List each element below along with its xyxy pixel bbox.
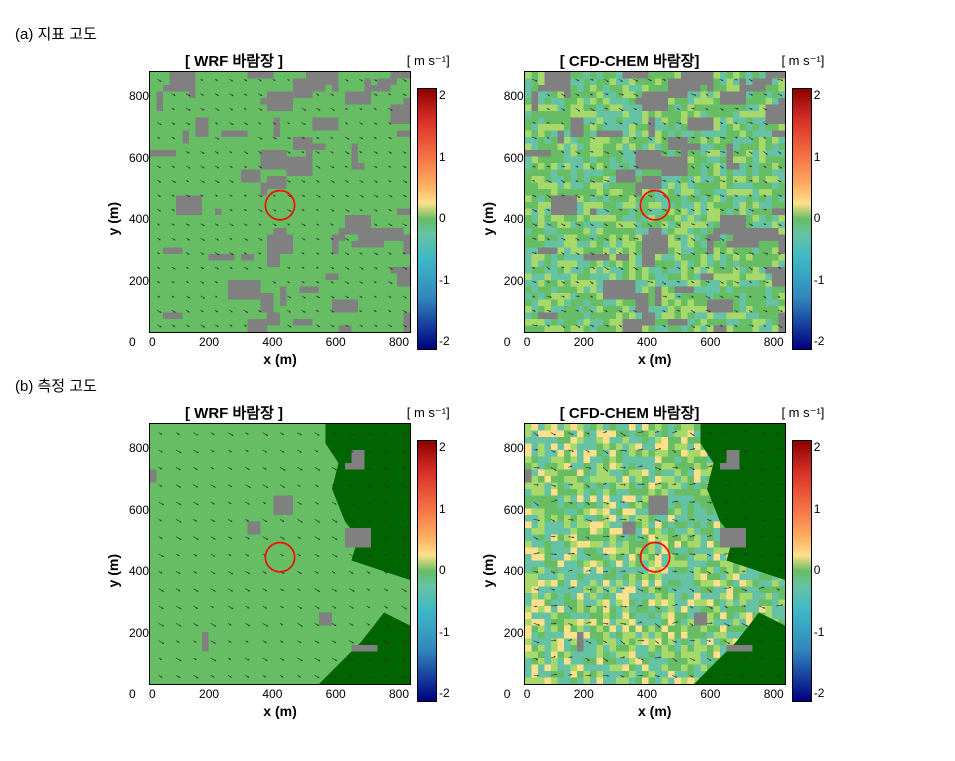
chart-b-wrf: [ WRF 바람장 ] [ m s⁻¹] y (m) 0200400600800…: [105, 402, 450, 719]
chart-a-wrf-title: [ WRF 바람장 ]: [185, 50, 283, 71]
chart-a-wrf-colorbar: 210-1-2: [417, 88, 450, 350]
chart-b-cfd-xlabel: x (m): [524, 703, 786, 719]
chart-b-cfd-unit: [ m s⁻¹]: [781, 405, 824, 421]
chart-b-wrf-colorbar: 210-1-2: [417, 440, 450, 702]
chart-b-wrf-unit: [ m s⁻¹]: [407, 405, 450, 421]
chart-b-wrf-plot: [149, 423, 411, 685]
chart-a-cfd-title: [ CFD-CHEM 바람장]: [560, 50, 700, 71]
chart-a-cfd-xticks: 0200400600800: [524, 335, 784, 349]
chart-a-wrf-plot: [149, 71, 411, 333]
chart-a-cfd-unit: [ m s⁻¹]: [781, 53, 824, 69]
chart-a-wrf-xlabel: x (m): [149, 351, 411, 367]
chart-a-cfd-cbarticks: 210-1-2: [814, 88, 825, 348]
chart-b-cfd-xticks: 0200400600800: [524, 687, 784, 701]
chart-a-cfd-colorbar: 210-1-2: [792, 88, 825, 350]
chart-a-wrf-ylabel: y (m): [105, 202, 121, 235]
chart-a-cfd-plot: [524, 71, 786, 333]
row-a: [ WRF 바람장 ] [ m s⁻¹] y (m) 0200400600800…: [105, 50, 940, 367]
chart-a-wrf-cbarticks: 210-1-2: [439, 88, 450, 348]
chart-b-wrf-yticks: 0200400600800: [129, 441, 149, 701]
chart-b-cfd-colorbar: 210-1-2: [792, 440, 825, 702]
chart-b-cfd-cbarticks: 210-1-2: [814, 440, 825, 700]
section-a-label: (a) 지표 고도: [15, 23, 940, 44]
chart-b-wrf-ylabel: y (m): [105, 554, 121, 587]
chart-b-cfd-yticks: 0200400600800: [504, 441, 524, 701]
chart-a-wrf-unit: [ m s⁻¹]: [407, 53, 450, 69]
chart-a-wrf-yticks: 0200400600800: [129, 89, 149, 349]
chart-b-wrf-xlabel: x (m): [149, 703, 411, 719]
section-b-label: (b) 측정 고도: [15, 375, 940, 396]
chart-b-wrf-cbarticks: 210-1-2: [439, 440, 450, 700]
chart-b-cfd-plot: [524, 423, 786, 685]
chart-a-cfd-ylabel: y (m): [480, 202, 496, 235]
chart-b-cfd: [ CFD-CHEM 바람장] [ m s⁻¹] y (m) 020040060…: [480, 402, 825, 719]
chart-a-cfd-xlabel: x (m): [524, 351, 786, 367]
chart-b-cfd-title: [ CFD-CHEM 바람장]: [560, 402, 700, 423]
chart-b-cfd-ylabel: y (m): [480, 554, 496, 587]
row-b: [ WRF 바람장 ] [ m s⁻¹] y (m) 0200400600800…: [105, 402, 940, 719]
chart-b-wrf-title: [ WRF 바람장 ]: [185, 402, 283, 423]
chart-a-wrf-xticks: 0200400600800: [149, 335, 409, 349]
chart-a-cfd: [ CFD-CHEM 바람장] [ m s⁻¹] y (m) 020040060…: [480, 50, 825, 367]
chart-a-cfd-yticks: 0200400600800: [504, 89, 524, 349]
chart-b-wrf-xticks: 0200400600800: [149, 687, 409, 701]
chart-a-wrf: [ WRF 바람장 ] [ m s⁻¹] y (m) 0200400600800…: [105, 50, 450, 367]
